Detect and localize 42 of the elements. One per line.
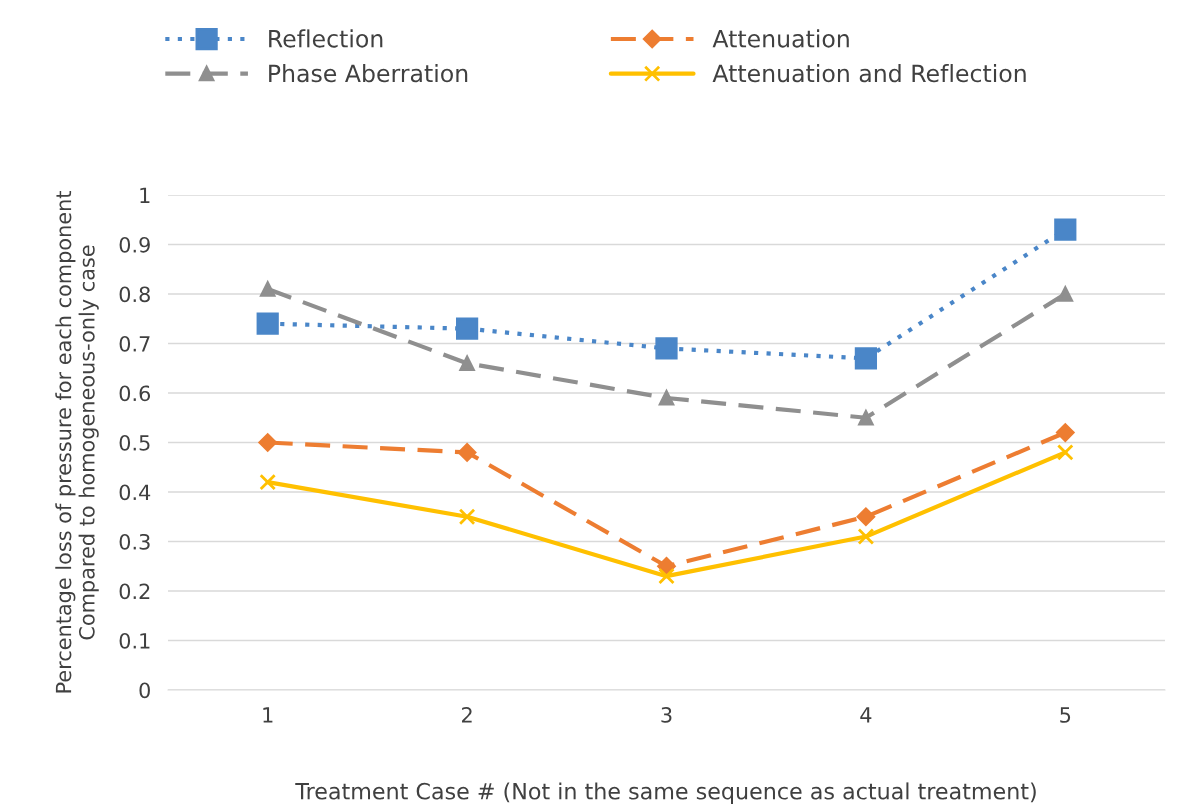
point — [658, 390, 675, 406]
point — [1054, 218, 1077, 241]
point — [1056, 444, 1074, 461]
point — [858, 410, 874, 426]
point — [657, 557, 676, 576]
point — [1057, 286, 1073, 302]
legend-label: Attenuation and Reflection — [712, 64, 1026, 83]
x-tick-label: 1 — [263, 707, 273, 723]
point — [458, 508, 476, 526]
point — [455, 317, 479, 340]
y-tick-label: 0.8 — [119, 286, 150, 303]
x-axis-title: Treatment Case # (Not in the same sequence as actual treatment) — [295, 782, 1036, 804]
y-tick-label: 0.4 — [119, 484, 151, 501]
y-tick-label: 0.9 — [119, 236, 150, 253]
point — [258, 433, 277, 452]
point — [857, 528, 875, 545]
y-tick-label: 0.5 — [119, 434, 150, 451]
y-tick-label: 0.3 — [119, 533, 150, 550]
y-tick-label: 0.1 — [119, 632, 150, 649]
y-axis-title: Percentage loss of pressure for each component Compared to homogeneous-only case — [55, 191, 99, 693]
legend-label: Attenuation — [712, 29, 849, 48]
point — [457, 443, 477, 462]
y-tick-label: 0.2 — [119, 583, 150, 600]
point — [260, 281, 276, 297]
point — [459, 355, 475, 371]
x-tick-label: 3 — [661, 707, 672, 723]
x-tick-label: 2 — [462, 707, 472, 723]
y-tick-label: 0.6 — [119, 385, 151, 402]
legend-label: Reflection — [269, 29, 383, 48]
x-tick-label: 4 — [860, 707, 872, 723]
point — [856, 507, 876, 526]
point — [658, 567, 675, 585]
point — [256, 312, 279, 335]
point — [1056, 423, 1075, 442]
point — [655, 337, 678, 360]
point — [854, 347, 878, 370]
x-tick-label: 5 — [1060, 707, 1071, 723]
point — [259, 473, 277, 491]
legend-label: Phase Aberration — [269, 64, 468, 83]
y-tick-label: 0 — [139, 682, 150, 699]
y-tick-label: 0.7 — [119, 335, 150, 352]
y-tick-label: 1 — [140, 187, 150, 203]
